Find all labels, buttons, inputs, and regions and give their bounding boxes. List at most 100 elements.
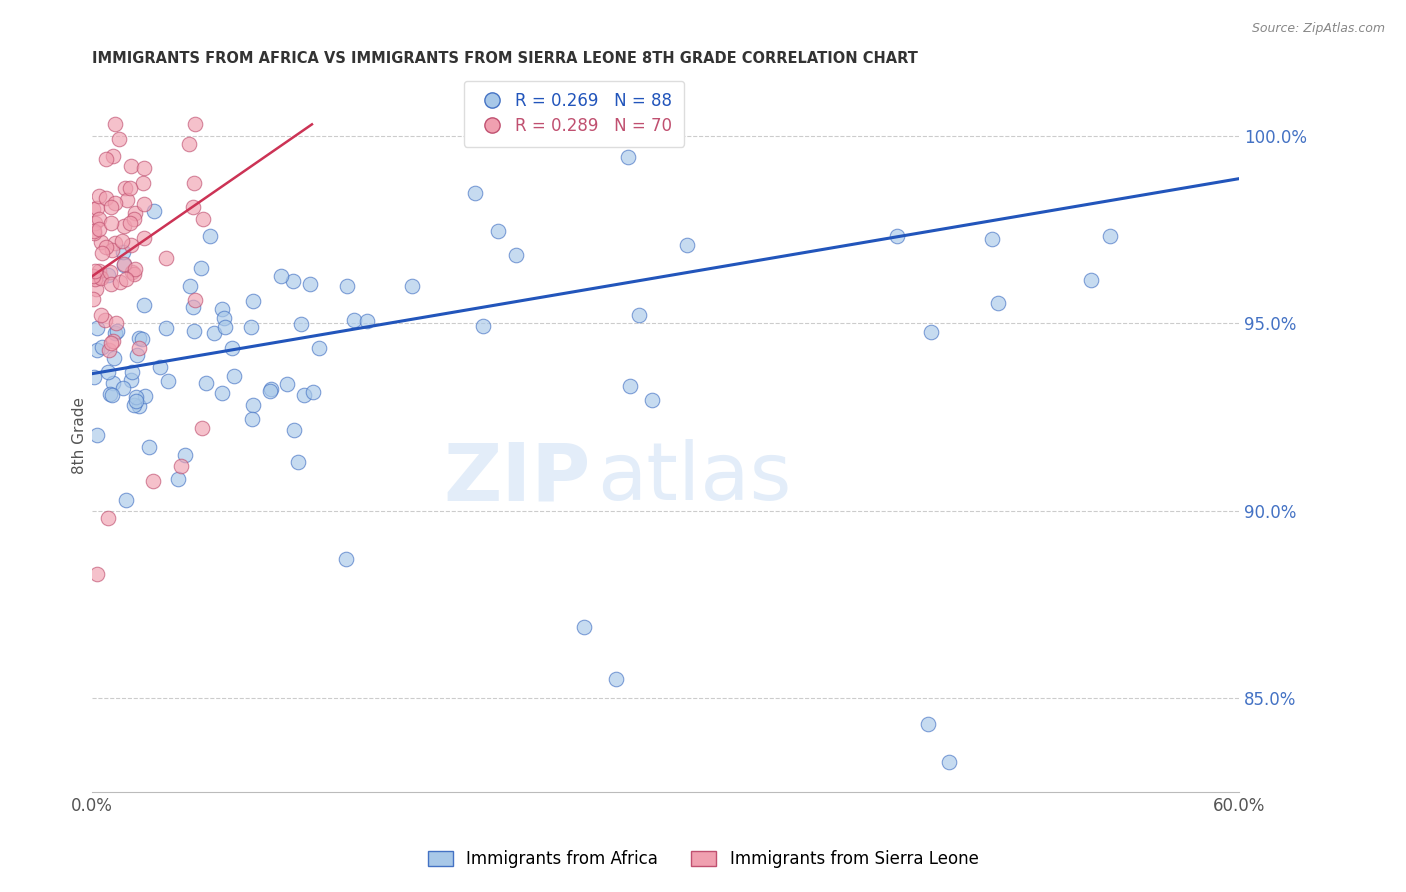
Point: [112, 258, 135, 272]
Point: [242, 398, 264, 412]
Point: [676, 237, 699, 252]
Point: [938, 755, 960, 769]
Point: [86, 567, 108, 582]
Point: [214, 311, 236, 326]
Point: [87, 188, 110, 202]
Point: [572, 620, 595, 634]
Point: [83, 370, 105, 384]
Point: [335, 552, 357, 566]
Point: [84, 264, 107, 278]
Point: [101, 149, 124, 163]
Point: [90, 340, 112, 354]
Point: [194, 376, 217, 391]
Point: [124, 262, 146, 277]
Point: [84, 282, 107, 296]
Point: [240, 412, 263, 426]
Legend: R = 0.269   N = 88, R = 0.289   N = 70: R = 0.269 N = 88, R = 0.289 N = 70: [464, 80, 683, 146]
Point: [181, 200, 204, 214]
Point: [505, 247, 527, 261]
Point: [190, 260, 212, 275]
Point: [82, 202, 104, 217]
Point: [100, 277, 122, 292]
Point: [920, 325, 942, 339]
Point: [111, 235, 134, 249]
Point: [114, 492, 136, 507]
Point: [157, 374, 180, 388]
Point: [122, 211, 145, 226]
Text: Source: ZipAtlas.com: Source: ZipAtlas.com: [1251, 22, 1385, 36]
Point: [87, 222, 110, 236]
Point: [128, 341, 150, 355]
Point: [101, 376, 124, 391]
Point: [120, 373, 142, 387]
Point: [128, 331, 150, 345]
Point: [628, 309, 651, 323]
Point: [86, 320, 108, 334]
Point: [103, 351, 125, 365]
Point: [486, 224, 509, 238]
Point: [211, 386, 233, 401]
Point: [97, 343, 120, 358]
Point: [138, 440, 160, 454]
Point: [132, 230, 155, 244]
Point: [112, 219, 135, 233]
Point: [96, 152, 118, 166]
Point: [917, 717, 939, 731]
Point: [886, 228, 908, 243]
Point: [1080, 272, 1102, 286]
Point: [167, 472, 190, 486]
Point: [980, 232, 1002, 246]
Point: [89, 269, 111, 284]
Point: [242, 293, 264, 308]
Point: [259, 384, 281, 399]
Point: [202, 326, 225, 340]
Text: atlas: atlas: [596, 439, 792, 517]
Text: ZIP: ZIP: [444, 439, 591, 517]
Point: [104, 196, 127, 211]
Point: [132, 197, 155, 211]
Point: [104, 326, 127, 340]
Point: [336, 279, 359, 293]
Point: [118, 180, 141, 194]
Point: [96, 268, 118, 282]
Point: [170, 458, 193, 473]
Point: [105, 316, 128, 330]
Point: [191, 421, 214, 435]
Point: [86, 201, 108, 215]
Point: [97, 511, 120, 525]
Point: [298, 277, 321, 291]
Point: [193, 211, 215, 226]
Point: [276, 377, 298, 392]
Point: [100, 335, 122, 350]
Point: [155, 321, 177, 335]
Point: [98, 386, 121, 401]
Point: [82, 269, 104, 284]
Point: [221, 341, 243, 355]
Point: [93, 313, 115, 327]
Point: [214, 319, 236, 334]
Point: [96, 240, 118, 254]
Point: [240, 320, 263, 334]
Point: [177, 136, 200, 151]
Point: [132, 161, 155, 175]
Point: [83, 216, 105, 230]
Point: [132, 176, 155, 190]
Point: [343, 313, 366, 327]
Point: [104, 235, 127, 250]
Point: [641, 392, 664, 407]
Point: [356, 314, 378, 328]
Point: [142, 474, 165, 488]
Point: [179, 278, 201, 293]
Point: [105, 324, 128, 338]
Point: [128, 399, 150, 413]
Point: [125, 394, 148, 409]
Point: [90, 308, 112, 322]
Point: [183, 176, 205, 190]
Point: [87, 212, 110, 227]
Point: [97, 365, 120, 379]
Point: [90, 235, 112, 249]
Text: IMMIGRANTS FROM AFRICA VS IMMIGRANTS FROM SIERRA LEONE 8TH GRADE CORRELATION CHA: IMMIGRANTS FROM AFRICA VS IMMIGRANTS FRO…: [93, 51, 918, 66]
Point: [101, 243, 124, 257]
Point: [283, 423, 305, 437]
Point: [148, 360, 170, 375]
